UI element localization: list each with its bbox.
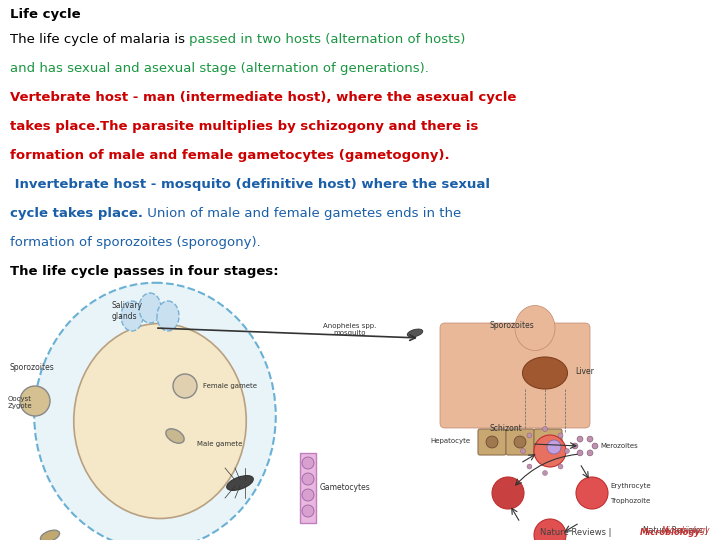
Text: cycle takes place.: cycle takes place. [10, 207, 143, 220]
Ellipse shape [121, 301, 143, 331]
Text: Sporozoites: Sporozoites [490, 321, 535, 330]
Circle shape [577, 436, 583, 442]
Circle shape [302, 489, 314, 501]
Circle shape [20, 386, 50, 416]
Circle shape [564, 449, 570, 454]
Text: Vertebrate host - man (intermediate host), where the asexual cycle: Vertebrate host - man (intermediate host… [10, 91, 516, 104]
Circle shape [514, 436, 526, 448]
Circle shape [542, 436, 554, 448]
Text: Invertebrate host - mosquito (definitive host) where the sexual: Invertebrate host - mosquito (definitive… [10, 178, 490, 191]
Circle shape [534, 435, 566, 467]
Text: takes place.: takes place. [10, 120, 100, 133]
Text: The life cycle of malaria is: The life cycle of malaria is [10, 33, 189, 46]
Circle shape [542, 470, 547, 476]
Circle shape [527, 433, 532, 438]
Text: formation of male and female gametocytes (gametogony).: formation of male and female gametocytes… [10, 149, 449, 162]
Text: Male gamete: Male gamete [197, 441, 243, 447]
Text: Salivary
glands: Salivary glands [112, 301, 143, 321]
Text: The life cycle passes in four stages:: The life cycle passes in four stages: [10, 265, 279, 278]
Ellipse shape [35, 283, 276, 540]
Ellipse shape [166, 429, 184, 443]
Text: Sporozoites: Sporozoites [10, 363, 55, 372]
FancyBboxPatch shape [506, 429, 534, 455]
Ellipse shape [408, 329, 423, 337]
Circle shape [587, 436, 593, 442]
Text: Union of male and female gametes ends in the: Union of male and female gametes ends in… [143, 207, 462, 220]
Circle shape [542, 427, 547, 431]
Ellipse shape [40, 530, 60, 540]
Text: Merozoites: Merozoites [600, 443, 638, 449]
Circle shape [173, 374, 197, 398]
Circle shape [547, 440, 561, 454]
Circle shape [492, 477, 524, 509]
Bar [0, 308, 720, 540]
Text: Erythrocyte: Erythrocyte [610, 483, 651, 489]
Bar [300, 453, 316, 523]
Text: Gametocytes: Gametocytes [320, 483, 371, 492]
Text: Liver: Liver [575, 367, 594, 375]
Text: Anopheles spp.
mosquito: Anopheles spp. mosquito [323, 323, 377, 336]
Text: Trophozoite: Trophozoite [610, 498, 650, 504]
Circle shape [302, 505, 314, 517]
Circle shape [592, 443, 598, 449]
Text: passed in two hosts (alternation of hosts): passed in two hosts (alternation of host… [189, 33, 466, 46]
Circle shape [527, 464, 532, 469]
Circle shape [576, 477, 608, 509]
Text: Microbiology: Microbiology [640, 528, 701, 537]
Text: Schizont: Schizont [490, 424, 523, 433]
Text: Female gamete: Female gamete [203, 383, 257, 389]
Text: Life cycle: Life cycle [10, 8, 81, 21]
Text: Nature Reviews |: Nature Reviews | [643, 526, 710, 535]
Circle shape [558, 433, 563, 438]
Circle shape [587, 450, 593, 456]
Text: formation of sporozoites (sporogony).: formation of sporozoites (sporogony). [10, 236, 261, 249]
Ellipse shape [157, 301, 179, 331]
FancyBboxPatch shape [478, 429, 506, 455]
Text: Hepatocyte: Hepatocyte [430, 438, 470, 444]
Circle shape [572, 443, 578, 449]
Ellipse shape [515, 306, 555, 350]
Text: Microbiology: Microbiology [662, 526, 710, 535]
Ellipse shape [227, 476, 253, 490]
Circle shape [577, 450, 583, 456]
Text: The parasite multiplies by schizogony and there is: The parasite multiplies by schizogony an… [100, 120, 479, 133]
Circle shape [534, 519, 566, 540]
Text: Nature Reviews |: Nature Reviews | [540, 528, 614, 537]
FancyBboxPatch shape [440, 323, 590, 428]
Ellipse shape [73, 323, 246, 518]
Ellipse shape [523, 357, 567, 389]
Text: and has sexual and asexual stage (alternation of generations).: and has sexual and asexual stage (altern… [10, 62, 429, 75]
Circle shape [302, 473, 314, 485]
Text: Oocyst
Zygote: Oocyst Zygote [8, 396, 32, 409]
Circle shape [486, 436, 498, 448]
FancyBboxPatch shape [534, 429, 562, 455]
Circle shape [302, 457, 314, 469]
Circle shape [521, 449, 526, 454]
Circle shape [558, 464, 563, 469]
Ellipse shape [139, 293, 161, 323]
